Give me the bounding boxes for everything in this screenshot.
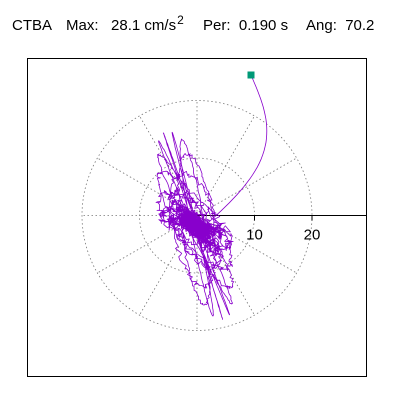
peak-marker: [247, 71, 255, 79]
plot-frame: [27, 58, 367, 377]
period-readout: Per: 0.190 s: [203, 18, 288, 34]
plot-header: CTBA Max: 28.1 cm/s2 Per: 0.190 s Ang: 7…: [0, 13, 400, 38]
per-label: Per:: [203, 17, 231, 34]
tick-label-20: 20: [304, 227, 321, 244]
radial-ticks: 10 20: [246, 215, 321, 244]
ang-value: 70.2: [345, 17, 375, 34]
max-label: Max:: [66, 17, 99, 34]
grid-spoke-30: [196, 157, 297, 216]
max-unit: cm/s: [144, 17, 177, 34]
station-code: CTBA: [12, 17, 53, 34]
max-unit-power: 2: [177, 13, 184, 27]
particle-motion-trace: [155, 74, 268, 320]
max-readout: Max: 28.1 cm/s2: [66, 13, 184, 34]
ang-label: Ang:: [306, 17, 337, 34]
tick-label-10: 10: [246, 227, 263, 244]
per-value: 0.190 s: [238, 17, 289, 34]
max-value: 28.1: [111, 17, 141, 34]
angle-readout: Ang: 70.2: [306, 18, 374, 34]
